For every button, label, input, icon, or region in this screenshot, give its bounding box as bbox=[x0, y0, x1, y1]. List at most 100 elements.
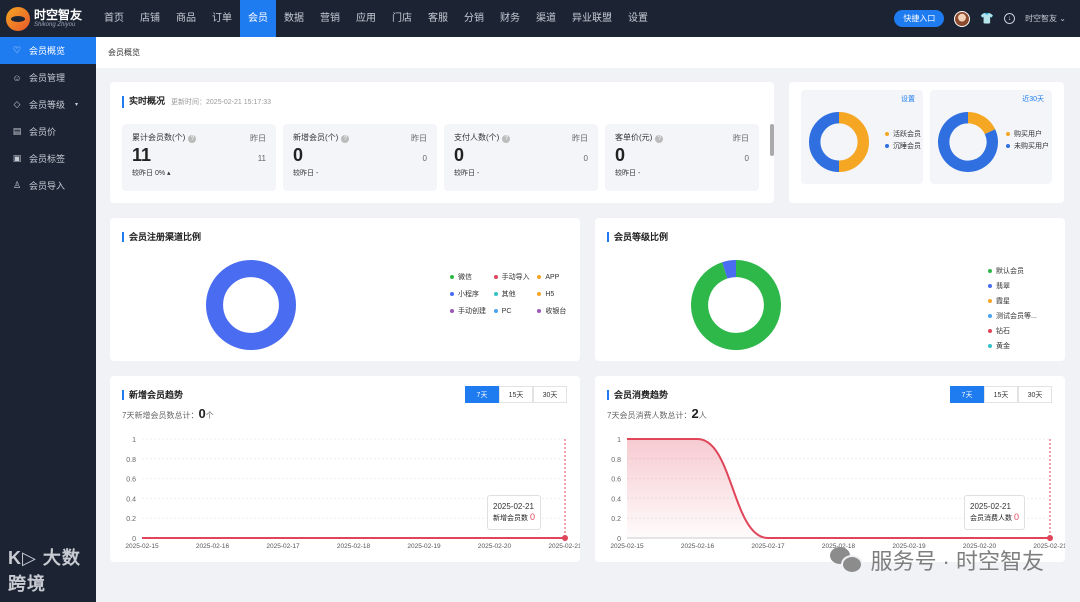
avatar[interactable] bbox=[954, 10, 971, 27]
legend-dot bbox=[988, 313, 992, 318]
sidebar-item-4[interactable]: ▣ 会员标签 bbox=[0, 145, 96, 172]
download-icon[interactable]: ↓ bbox=[1004, 13, 1016, 24]
help-icon[interactable]: ? bbox=[341, 135, 350, 143]
shirt-icon[interactable]: 👕 bbox=[980, 13, 995, 25]
tab-2[interactable]: 30天 bbox=[1018, 386, 1052, 403]
help-icon[interactable]: ? bbox=[502, 135, 511, 143]
legend-label: 其他 bbox=[501, 291, 516, 298]
legend-label: 活跃会员 bbox=[893, 131, 921, 138]
sidebar-item-0[interactable]: ♡ 会员概览 bbox=[0, 37, 96, 64]
legend-dot bbox=[885, 132, 889, 136]
settings-link[interactable]: 设置 bbox=[901, 96, 915, 103]
legend-item[interactable]: 测试会员等... bbox=[988, 309, 1037, 322]
nav-item-14[interactable]: 设置 bbox=[628, 13, 648, 24]
x-tick-label: 2025-02-19 bbox=[407, 543, 441, 550]
user-menu[interactable]: 时空智友 ⌄ bbox=[1025, 14, 1066, 23]
pie-slice[interactable] bbox=[206, 260, 296, 350]
x-tick-label: 2025-02-20 bbox=[478, 543, 512, 550]
tab-2[interactable]: 30天 bbox=[533, 386, 567, 403]
stat-label-text: 客单价(元) bbox=[615, 133, 653, 142]
channel-card: 会员注册渠道比例 微信 手动导入 APP 小程序 其他 H5 手动创建 PC 收银台 bbox=[110, 218, 580, 361]
stat-label: 支付人数(个)? bbox=[454, 132, 588, 143]
quick-entry-button[interactable]: 快捷入口 bbox=[894, 10, 945, 27]
nav-item-2[interactable]: 商品 bbox=[176, 13, 196, 24]
help-icon[interactable]: ? bbox=[188, 135, 197, 143]
nav-item-0[interactable]: 首页 bbox=[104, 13, 124, 24]
nav-item-8[interactable]: 门店 bbox=[392, 13, 412, 24]
sidebar-item-3[interactable]: ▤ 会员价 bbox=[0, 118, 96, 145]
legend-item[interactable]: 黄金 bbox=[988, 339, 1037, 352]
legend-item[interactable]: PC bbox=[493, 305, 534, 317]
legend-label: 默认会员 bbox=[996, 267, 1024, 275]
legend-item[interactable]: 其他 bbox=[493, 288, 534, 300]
breadcrumb: 会员概览 bbox=[96, 37, 1080, 68]
legend-item[interactable]: APP bbox=[537, 271, 570, 283]
pie-slice[interactable] bbox=[722, 260, 737, 279]
nav-item-12[interactable]: 渠道 bbox=[536, 13, 556, 24]
legend-label: PC bbox=[501, 307, 512, 315]
sidebar-item-1[interactable]: ☺ 会员管理 bbox=[0, 64, 96, 91]
legend-item[interactable]: 默认会员 bbox=[988, 264, 1037, 277]
y-tick-label: 0 bbox=[617, 536, 621, 543]
tab-1[interactable]: 15天 bbox=[984, 386, 1018, 403]
last-30-days-link[interactable]: 近30天 bbox=[1022, 96, 1044, 103]
yesterday-value: 0 bbox=[744, 154, 749, 163]
legend-item[interactable]: 手动创建 bbox=[450, 305, 490, 317]
x-tick-label: 2025-02-16 bbox=[681, 543, 715, 550]
x-tick-label: 2025-02-21 bbox=[1033, 543, 1065, 550]
stat-label: 新增会员(个)? bbox=[293, 132, 427, 143]
help-icon[interactable]: ? bbox=[655, 135, 664, 143]
stat-label-text: 累计会员数(个) bbox=[132, 133, 186, 142]
pie-slice[interactable] bbox=[809, 112, 840, 172]
brand-logo[interactable]: 时空智友 Shikong Zhiyou bbox=[0, 0, 96, 37]
nav-item-3[interactable]: 订单 bbox=[212, 13, 232, 24]
legend-item[interactable]: 活跃会员 bbox=[885, 128, 921, 140]
legend-item[interactable]: 钻石 bbox=[988, 324, 1037, 337]
legend-dot bbox=[1006, 132, 1010, 136]
data-point[interactable] bbox=[1047, 535, 1053, 541]
legend-dot bbox=[988, 298, 992, 303]
legend-item[interactable]: 购买用户 bbox=[1006, 128, 1049, 140]
tab-1[interactable]: 15天 bbox=[499, 386, 533, 403]
legend-item[interactable]: 微信 bbox=[450, 271, 490, 283]
legend-item[interactable]: 手动导入 bbox=[493, 271, 534, 283]
legend-item[interactable]: 霞星 bbox=[988, 294, 1037, 307]
legend-label: 小程序 bbox=[458, 291, 479, 298]
sidebar-item-5[interactable]: ♙ 会员导入 bbox=[0, 172, 96, 199]
x-tick-label: 2025-02-20 bbox=[963, 543, 997, 550]
stat-label: 客单价(元)? bbox=[615, 132, 749, 143]
nav-item-4[interactable]: 会员 bbox=[240, 0, 276, 37]
data-point[interactable] bbox=[562, 535, 568, 541]
realtime-title: 实时概况 更新时间：2025-02-21 15:17:33 bbox=[122, 96, 271, 108]
nav-item-13[interactable]: 异业联盟 bbox=[572, 13, 612, 24]
nav-item-5[interactable]: 数据 bbox=[284, 13, 304, 24]
pie-slice[interactable] bbox=[967, 112, 996, 135]
pie-slice[interactable] bbox=[838, 112, 869, 172]
nav-item-9[interactable]: 客服 bbox=[428, 13, 448, 24]
stat-label: 累计会员数(个)? bbox=[132, 132, 266, 143]
legend-item[interactable]: 翡翠 bbox=[988, 279, 1037, 292]
nav-item-10[interactable]: 分销 bbox=[464, 13, 484, 24]
legend-item[interactable]: 收银台 bbox=[537, 305, 570, 317]
legend-item[interactable]: 沉睡会员 bbox=[885, 140, 921, 152]
pie-slice[interactable] bbox=[691, 260, 781, 350]
pie-slice[interactable] bbox=[938, 112, 998, 172]
nav-item-11[interactable]: 财务 bbox=[500, 13, 520, 24]
nav-item-1[interactable]: 店铺 bbox=[140, 13, 160, 24]
users-icon: ☺ bbox=[12, 72, 22, 83]
nav-item-7[interactable]: 应用 bbox=[356, 13, 376, 24]
tab-0[interactable]: 7天 bbox=[950, 386, 984, 403]
tab-0[interactable]: 7天 bbox=[465, 386, 499, 403]
yesterday-label: 昨日 bbox=[250, 134, 266, 143]
legend-item[interactable]: 未购买用户 bbox=[1006, 140, 1049, 152]
stat-compare: 较昨日 - bbox=[615, 170, 641, 177]
new-trend-tooltip: 2025-02-21 新增会员数 0 bbox=[487, 495, 541, 530]
level-title: 会员等级比例 bbox=[607, 232, 668, 242]
legend-item[interactable]: H5 bbox=[537, 288, 570, 300]
top-nav-bar: 时空智友 Shikong Zhiyou 首页 店铺 商品 订单 会员 数据 营销 应用 门店 客服… bbox=[0, 0, 1080, 37]
nav-item-6[interactable]: 营销 bbox=[320, 13, 340, 24]
sidebar-item-2[interactable]: ◇ 会员等级 ▾ bbox=[0, 91, 96, 118]
scrollbar[interactable] bbox=[770, 124, 774, 156]
legend-item[interactable]: 小程序 bbox=[450, 288, 490, 300]
level-card: 会员等级比例 默认会员翡翠霞星测试会员等... 钻石黄金 bbox=[595, 218, 1065, 361]
